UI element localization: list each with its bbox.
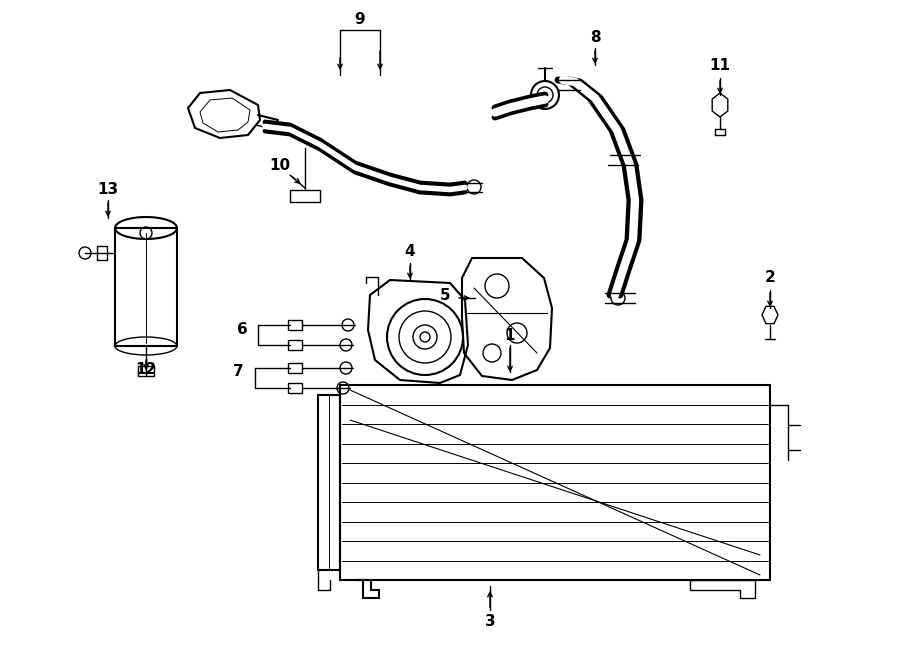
Text: 5: 5 [440,288,450,303]
Text: 8: 8 [590,30,600,46]
Text: 3: 3 [485,615,495,629]
Text: 4: 4 [405,245,415,260]
Text: 12: 12 [135,362,157,377]
Text: 9: 9 [355,13,365,28]
Text: 1: 1 [505,327,515,342]
Text: 6: 6 [237,323,248,338]
Text: 10: 10 [269,157,291,173]
Bar [115,228,177,346]
Text: 11: 11 [709,59,731,73]
Text: 13: 13 [97,182,119,198]
Text: 7: 7 [233,364,243,379]
Bar [340,385,770,580]
Text: 2: 2 [765,270,776,286]
